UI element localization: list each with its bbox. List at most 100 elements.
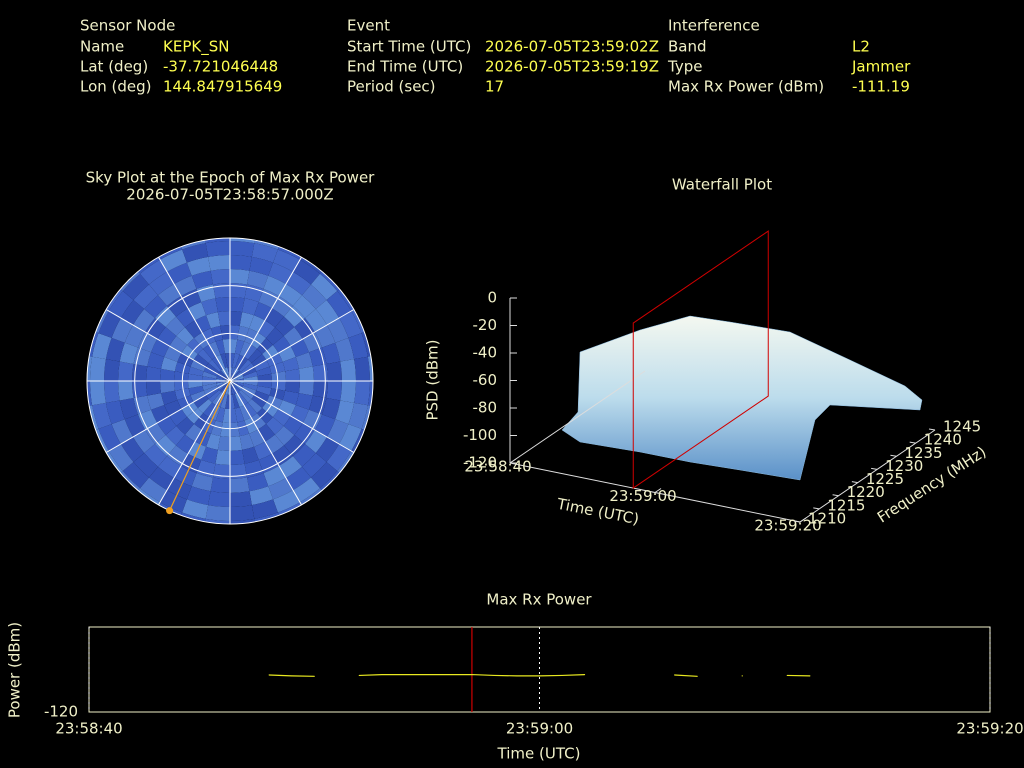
- sky-cell: [205, 388, 220, 399]
- sky-cell: [302, 332, 323, 353]
- sky-cell: [254, 390, 270, 402]
- sky-cell: [273, 490, 300, 513]
- sky-cell: [149, 271, 174, 296]
- sky-cell: [92, 402, 112, 429]
- sky-cell: [239, 341, 251, 357]
- sky-cell: [256, 338, 273, 355]
- sky-cell: [237, 356, 248, 371]
- power-line: [268, 673, 811, 677]
- sky-cell: [104, 381, 120, 403]
- sky-cell: [215, 339, 226, 355]
- sky-cell: [216, 354, 226, 369]
- sky-cell: [174, 381, 189, 391]
- sky-cell: [92, 333, 112, 360]
- sky-cell: [217, 311, 230, 326]
- sky-cell: [263, 275, 286, 297]
- z-tick-label: -20: [473, 316, 498, 334]
- sky-cell: [322, 398, 341, 420]
- sky-cell: [95, 309, 109, 334]
- sky-cell: [251, 332, 266, 349]
- sky-cell: [216, 376, 230, 381]
- sky-cell: [161, 390, 178, 405]
- sky-cell: [181, 288, 202, 309]
- sky-cell: [271, 371, 286, 381]
- y-tick-label: 1215: [827, 496, 865, 514]
- sky-cell: [239, 405, 251, 421]
- y-tick-label: 1235: [904, 444, 942, 462]
- sky-cell: [89, 405, 99, 430]
- sky-cell: [206, 433, 221, 450]
- sky-cell: [230, 367, 235, 381]
- chart-title: Waterfall Plot: [672, 176, 772, 194]
- sky-cell: [335, 337, 355, 362]
- sky-cell: [277, 246, 302, 260]
- sky-cell: [339, 311, 362, 338]
- sky-cell: [361, 332, 371, 357]
- sky-cell: [237, 391, 248, 406]
- sky-cell: [133, 452, 159, 478]
- sky-cell: [277, 502, 302, 516]
- sky-cell: [215, 407, 226, 423]
- sky-cell: [239, 433, 254, 450]
- sky-cell: [295, 393, 313, 410]
- sky-cell: [247, 348, 263, 364]
- sky-cell: [181, 512, 206, 522]
- sky-cell: [194, 332, 209, 349]
- sky-cell: [227, 367, 230, 381]
- sky-cell: [188, 381, 203, 389]
- sky-cell: [140, 477, 167, 503]
- sky-cell: [300, 488, 322, 505]
- info-label: Lat (deg): [80, 58, 148, 76]
- sky-cell: [254, 512, 279, 522]
- sky-cell: [310, 461, 338, 489]
- sky-cell: [202, 376, 217, 381]
- sky-cell: [273, 249, 300, 272]
- sky-cell: [120, 271, 141, 292]
- sky-cell: [122, 461, 150, 489]
- sky-cell: [237, 325, 250, 342]
- sky-cell: [149, 466, 174, 491]
- sky-cell: [105, 400, 125, 425]
- satellite: [166, 507, 174, 515]
- sky-cell: [202, 328, 216, 345]
- sky-cell: [340, 381, 356, 403]
- sky-cell: [138, 257, 160, 274]
- sky-cell: [205, 241, 230, 257]
- y-tick-label: 1240: [924, 431, 962, 449]
- sky-cell: [187, 407, 204, 424]
- sky-cell: [234, 354, 244, 369]
- sky-cell: [203, 385, 218, 395]
- sky-cell: [258, 320, 275, 339]
- sky-cell: [251, 499, 278, 519]
- sky-cell: [90, 381, 106, 406]
- sky-cell: [301, 452, 327, 478]
- sky-cell: [244, 328, 258, 345]
- sky-cell: [292, 443, 316, 467]
- sky-cell: [354, 356, 370, 381]
- sky-cell: [210, 269, 230, 285]
- sky-cell: [293, 477, 320, 503]
- sky-cell: [193, 354, 209, 367]
- sky-cell: [165, 316, 186, 337]
- sky-cell: [234, 339, 245, 355]
- sky-cell: [216, 381, 230, 384]
- sky-cell: [217, 436, 230, 451]
- sky-cell: [203, 344, 216, 360]
- sky-cell: [203, 367, 218, 377]
- sky-cell: [111, 419, 134, 444]
- sky-cell: [244, 402, 257, 418]
- sky-cell: [201, 446, 218, 464]
- sky-cell: [351, 428, 365, 453]
- sky-cell: [120, 300, 145, 325]
- sky-cell: [230, 311, 243, 326]
- sky-cell: [319, 470, 340, 491]
- sky-cell: [326, 419, 349, 444]
- sky-cell: [210, 420, 223, 437]
- sky-cell: [197, 348, 213, 364]
- sky-cell: [201, 298, 218, 316]
- sky-spoke: [229, 309, 355, 382]
- sky-cell: [300, 257, 322, 274]
- sky-cell: [219, 370, 230, 381]
- sky-cell: [208, 389, 222, 403]
- sky-cell: [272, 445, 293, 466]
